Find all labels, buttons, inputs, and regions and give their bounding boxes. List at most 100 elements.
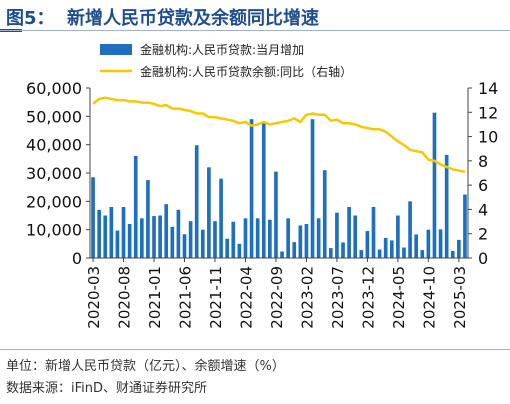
bar bbox=[188, 221, 193, 258]
bar bbox=[383, 237, 388, 258]
growth-line bbox=[92, 96, 466, 174]
bar bbox=[408, 201, 412, 258]
x-tick-label: 2021-11 bbox=[207, 266, 225, 329]
bar bbox=[231, 221, 236, 258]
x-tick-label: 2021-06 bbox=[177, 266, 195, 329]
bar bbox=[335, 212, 339, 258]
y-left-tick-label: 30,000 bbox=[26, 164, 82, 183]
bar bbox=[304, 224, 309, 258]
bar bbox=[91, 177, 95, 258]
x-tick-label: 2021-01 bbox=[146, 266, 164, 329]
bar bbox=[115, 230, 120, 258]
bar bbox=[396, 215, 400, 258]
bar bbox=[292, 242, 297, 258]
x-tick-label: 2024-10 bbox=[420, 266, 438, 329]
bar bbox=[371, 207, 376, 258]
bar bbox=[414, 234, 419, 258]
bar bbox=[310, 119, 315, 258]
y-right-tick-label: 2 bbox=[478, 225, 488, 244]
bar bbox=[322, 170, 327, 258]
bar bbox=[170, 226, 175, 258]
legend-bar-label: 金融机构:人民币贷款:当月增加 bbox=[140, 42, 304, 57]
bar bbox=[194, 145, 199, 258]
x-tick-label: 2023-07 bbox=[329, 266, 347, 329]
legend-bar-swatch bbox=[100, 44, 132, 55]
bar bbox=[286, 218, 290, 258]
title-divider bbox=[0, 30, 510, 31]
y-left-tick-label: 50,000 bbox=[26, 107, 82, 126]
bar bbox=[426, 229, 431, 258]
bar bbox=[328, 248, 333, 258]
x-tick-label: 2020-08 bbox=[116, 266, 134, 329]
legend-line-label: 金融机构:人民币贷款余额:同比（右轴） bbox=[140, 64, 352, 79]
bar bbox=[432, 112, 437, 259]
bar bbox=[121, 207, 126, 258]
bar bbox=[152, 216, 156, 258]
bar bbox=[158, 215, 162, 258]
bar bbox=[176, 209, 181, 258]
x-tick-label: 2023-12 bbox=[359, 266, 377, 329]
y-left-tick-label: 60,000 bbox=[26, 79, 82, 98]
y-left-tick-label: 20,000 bbox=[26, 192, 82, 211]
y-right-tick-label: 6 bbox=[478, 176, 488, 195]
bar bbox=[377, 249, 382, 258]
bar bbox=[249, 119, 254, 258]
bar bbox=[353, 215, 358, 258]
bar bbox=[389, 240, 394, 258]
bar bbox=[457, 239, 461, 258]
bar bbox=[146, 180, 150, 258]
figure-title: 图5： 新增人民币贷款及余额同比增速 bbox=[6, 8, 320, 29]
bar bbox=[255, 218, 260, 258]
bar bbox=[347, 207, 351, 258]
x-tick-label: 2024-05 bbox=[390, 266, 408, 329]
bar bbox=[298, 225, 303, 258]
unit-note: 单位：新增人民币贷款（亿元）、余额增速（%） bbox=[6, 359, 285, 374]
y-right-tick-label: 10 bbox=[478, 128, 498, 147]
bar bbox=[365, 231, 370, 258]
bar bbox=[243, 218, 248, 258]
bar bbox=[280, 251, 284, 258]
bar bbox=[109, 207, 114, 258]
bar bbox=[316, 218, 321, 258]
x-tick-label: 2020-03 bbox=[85, 266, 103, 329]
bar bbox=[341, 242, 345, 258]
x-tick-label: 2022-04 bbox=[237, 266, 255, 329]
x-tick-label: 2023-02 bbox=[298, 266, 316, 329]
bar bbox=[164, 204, 169, 258]
bar bbox=[97, 209, 101, 258]
y-right-tick-label: 4 bbox=[478, 200, 488, 219]
bar bbox=[213, 221, 217, 258]
bar bbox=[420, 250, 425, 258]
bar bbox=[219, 178, 223, 258]
bar bbox=[268, 219, 272, 258]
y-left-tick-label: 10,000 bbox=[26, 221, 82, 240]
bar bbox=[438, 229, 443, 258]
y-right-tick-label: 14 bbox=[478, 79, 498, 98]
source-note: 数据来源：iFinD、财通证券研究所 bbox=[6, 381, 208, 396]
y-right-tick-label: 12 bbox=[478, 103, 498, 122]
bar bbox=[103, 215, 108, 258]
bar bbox=[274, 171, 278, 258]
bar bbox=[225, 238, 230, 258]
bar bbox=[207, 167, 211, 258]
bar bbox=[139, 218, 144, 258]
y-right-tick-label: 8 bbox=[478, 152, 488, 171]
title-bar: 图5： 新增人民币贷款及余额同比增速 bbox=[0, 0, 510, 32]
bar bbox=[127, 224, 132, 258]
bar bbox=[182, 234, 187, 258]
y-right-tick-label: 0 bbox=[478, 249, 488, 268]
y-left-tick-label: 40,000 bbox=[26, 136, 82, 155]
x-tick-label: 2025-03 bbox=[451, 266, 469, 329]
bar bbox=[359, 250, 364, 258]
bar bbox=[237, 243, 242, 258]
bar bbox=[200, 229, 205, 258]
bar bbox=[444, 154, 449, 258]
footer-divider bbox=[0, 349, 510, 350]
y-left-tick-label: 0 bbox=[72, 249, 82, 268]
bar bbox=[450, 250, 455, 258]
bar bbox=[463, 194, 467, 258]
bar bbox=[402, 247, 406, 258]
bar bbox=[261, 122, 266, 258]
bar bbox=[133, 156, 138, 258]
